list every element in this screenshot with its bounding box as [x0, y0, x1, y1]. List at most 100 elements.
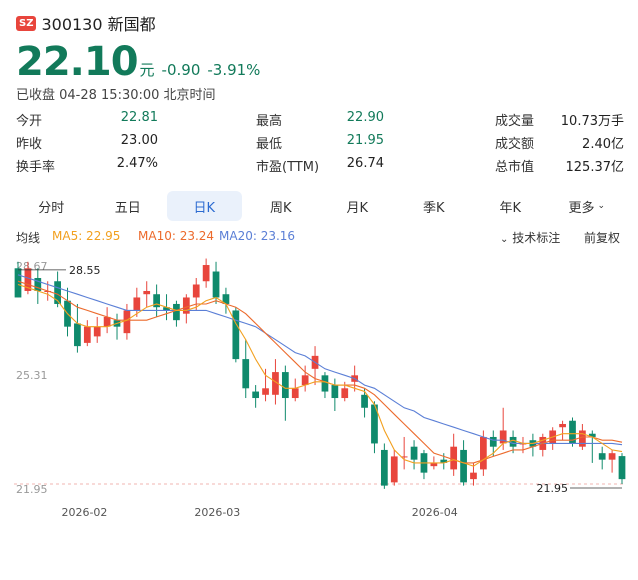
- candle-body: [34, 278, 42, 291]
- candle-body: [103, 316, 111, 327]
- candle-body: [182, 297, 190, 314]
- candle-body: [262, 388, 269, 395]
- adjust-toggle[interactable]: 前复权: [584, 231, 621, 245]
- tech-annotation-label: 技术标注: [512, 231, 561, 245]
- candle-body: [499, 430, 507, 444]
- tab-yearly-k[interactable]: 年K: [499, 200, 522, 216]
- candle-body: [450, 446, 458, 470]
- stock-header: SZ 300130 新国都: [16, 12, 156, 34]
- price-change-percent: -3.91%: [207, 61, 261, 79]
- candle-body: [331, 385, 339, 399]
- candle-body: [153, 294, 160, 308]
- tab-more[interactable]: 更多 ⌄: [550, 191, 625, 221]
- stat-value: 2.40亿: [582, 137, 624, 152]
- tech-annotation-toggle[interactable]: ⌄ 技术标注: [500, 229, 560, 246]
- candle-body: [242, 359, 250, 389]
- candle-body: [202, 265, 210, 282]
- price-row: 22.10 元 -0.90 -3.91%: [16, 40, 260, 84]
- stat-value: 26.74: [346, 156, 384, 171]
- stats-grid: 今开 22.81 最高 22.90 成交量 10.73万手 昨收 23.00 最…: [16, 110, 626, 179]
- candle-body: [579, 430, 586, 447]
- stat-value: 22.81: [120, 110, 158, 125]
- candle-body: [410, 446, 418, 460]
- candle-body: [93, 326, 101, 337]
- candle-body: [480, 436, 487, 470]
- candle-body: [301, 375, 309, 386]
- candle-body: [252, 391, 260, 399]
- price-change: -0.90: [161, 61, 201, 79]
- candle-body: [361, 394, 368, 408]
- tab-more-label: 更多: [568, 200, 595, 216]
- candle-body: [281, 372, 289, 399]
- candle-body: [371, 404, 378, 444]
- stat-label: 今开: [16, 114, 43, 129]
- ma20-line: [17, 274, 623, 446]
- candle-body: [272, 372, 279, 395]
- tab-monthly-k[interactable]: 月K: [346, 200, 369, 216]
- max-annotation-label: 28.55: [69, 264, 101, 277]
- candle-body: [489, 436, 497, 447]
- candle-body: [430, 462, 438, 467]
- stat-value: 10.73万手: [560, 114, 624, 129]
- period-tabs: 分时 五日 日K 周K 月K 季K 年K 更多 ⌄: [14, 191, 626, 221]
- candle-body: [133, 297, 141, 311]
- y-axis-label: 25.31: [16, 369, 48, 382]
- stats-row: 换手率 2.47% 市盈(TTM) 26.74 总市值 125.37亿: [16, 156, 626, 179]
- candle-body: [14, 268, 22, 298]
- stat-label: 成交量: [495, 114, 535, 129]
- candle-body: [440, 459, 448, 463]
- stock-title[interactable]: 300130 新国都: [41, 15, 156, 34]
- candle-body: [559, 423, 566, 428]
- candle-body: [291, 388, 299, 399]
- stat-label: 最低: [256, 137, 283, 152]
- y-axis-label: 21.95: [16, 483, 48, 496]
- market-status: 已收盘 04-28 15:30:00 北京时间: [16, 88, 216, 103]
- candle-body: [470, 472, 477, 480]
- tab-quarterly-k[interactable]: 季K: [422, 200, 445, 216]
- candle-body: [123, 310, 131, 334]
- stat-label: 换手率: [16, 160, 56, 175]
- stat-value: 22.90: [346, 110, 384, 125]
- candle-body: [24, 268, 32, 291]
- candle-body: [321, 375, 329, 392]
- candle-body: [173, 303, 180, 321]
- candle-body: [212, 271, 220, 298]
- legend-ma5: MA5: 22.95: [52, 229, 121, 243]
- min-annotation-label: 21.95: [537, 482, 569, 495]
- double-chevron-icon: ⌄: [500, 234, 509, 245]
- ma5-line: [17, 283, 623, 467]
- stat-value: 23.00: [120, 133, 158, 148]
- stats-row: 昨收 23.00 最低 21.95 成交额 2.40亿: [16, 133, 626, 156]
- candle-body: [83, 326, 91, 343]
- candle-body: [380, 449, 388, 486]
- x-axis-label: 2026-04: [412, 506, 458, 519]
- candle-body: [618, 456, 626, 480]
- candle-body: [598, 453, 606, 460]
- stat-label: 成交额: [495, 137, 535, 152]
- price-unit: 元: [139, 61, 155, 79]
- candle-body: [460, 449, 467, 483]
- legend-ma10: MA10: 23.24: [138, 229, 215, 243]
- tab-five-day[interactable]: 五日: [114, 200, 141, 216]
- x-axis-label: 2026-03: [194, 506, 240, 519]
- ma-legend: 均线 MA5: 22.95 MA10: 23.24 MA20: 23.16 ⌄ …: [16, 229, 626, 247]
- candle-body: [163, 307, 170, 311]
- candle-body: [569, 420, 576, 444]
- stats-row: 今开 22.81 最高 22.90 成交量 10.73万手: [16, 110, 626, 133]
- tab-weekly-k[interactable]: 周K: [269, 200, 292, 216]
- candle-body: [143, 290, 151, 295]
- stat-label: 市盈(TTM): [256, 160, 320, 175]
- candle-body: [509, 436, 517, 447]
- stat-value: 2.47%: [116, 156, 158, 171]
- x-axis-label: 2026-02: [61, 506, 107, 519]
- tab-intraday[interactable]: 分时: [38, 200, 65, 216]
- candle-body: [222, 294, 230, 304]
- current-price: 22.10: [16, 39, 139, 85]
- tab-daily-k[interactable]: 日K: [167, 191, 242, 221]
- candle-body: [232, 310, 240, 360]
- stat-label: 昨收: [16, 137, 43, 152]
- candle-body: [588, 433, 596, 437]
- candle-body: [390, 456, 398, 483]
